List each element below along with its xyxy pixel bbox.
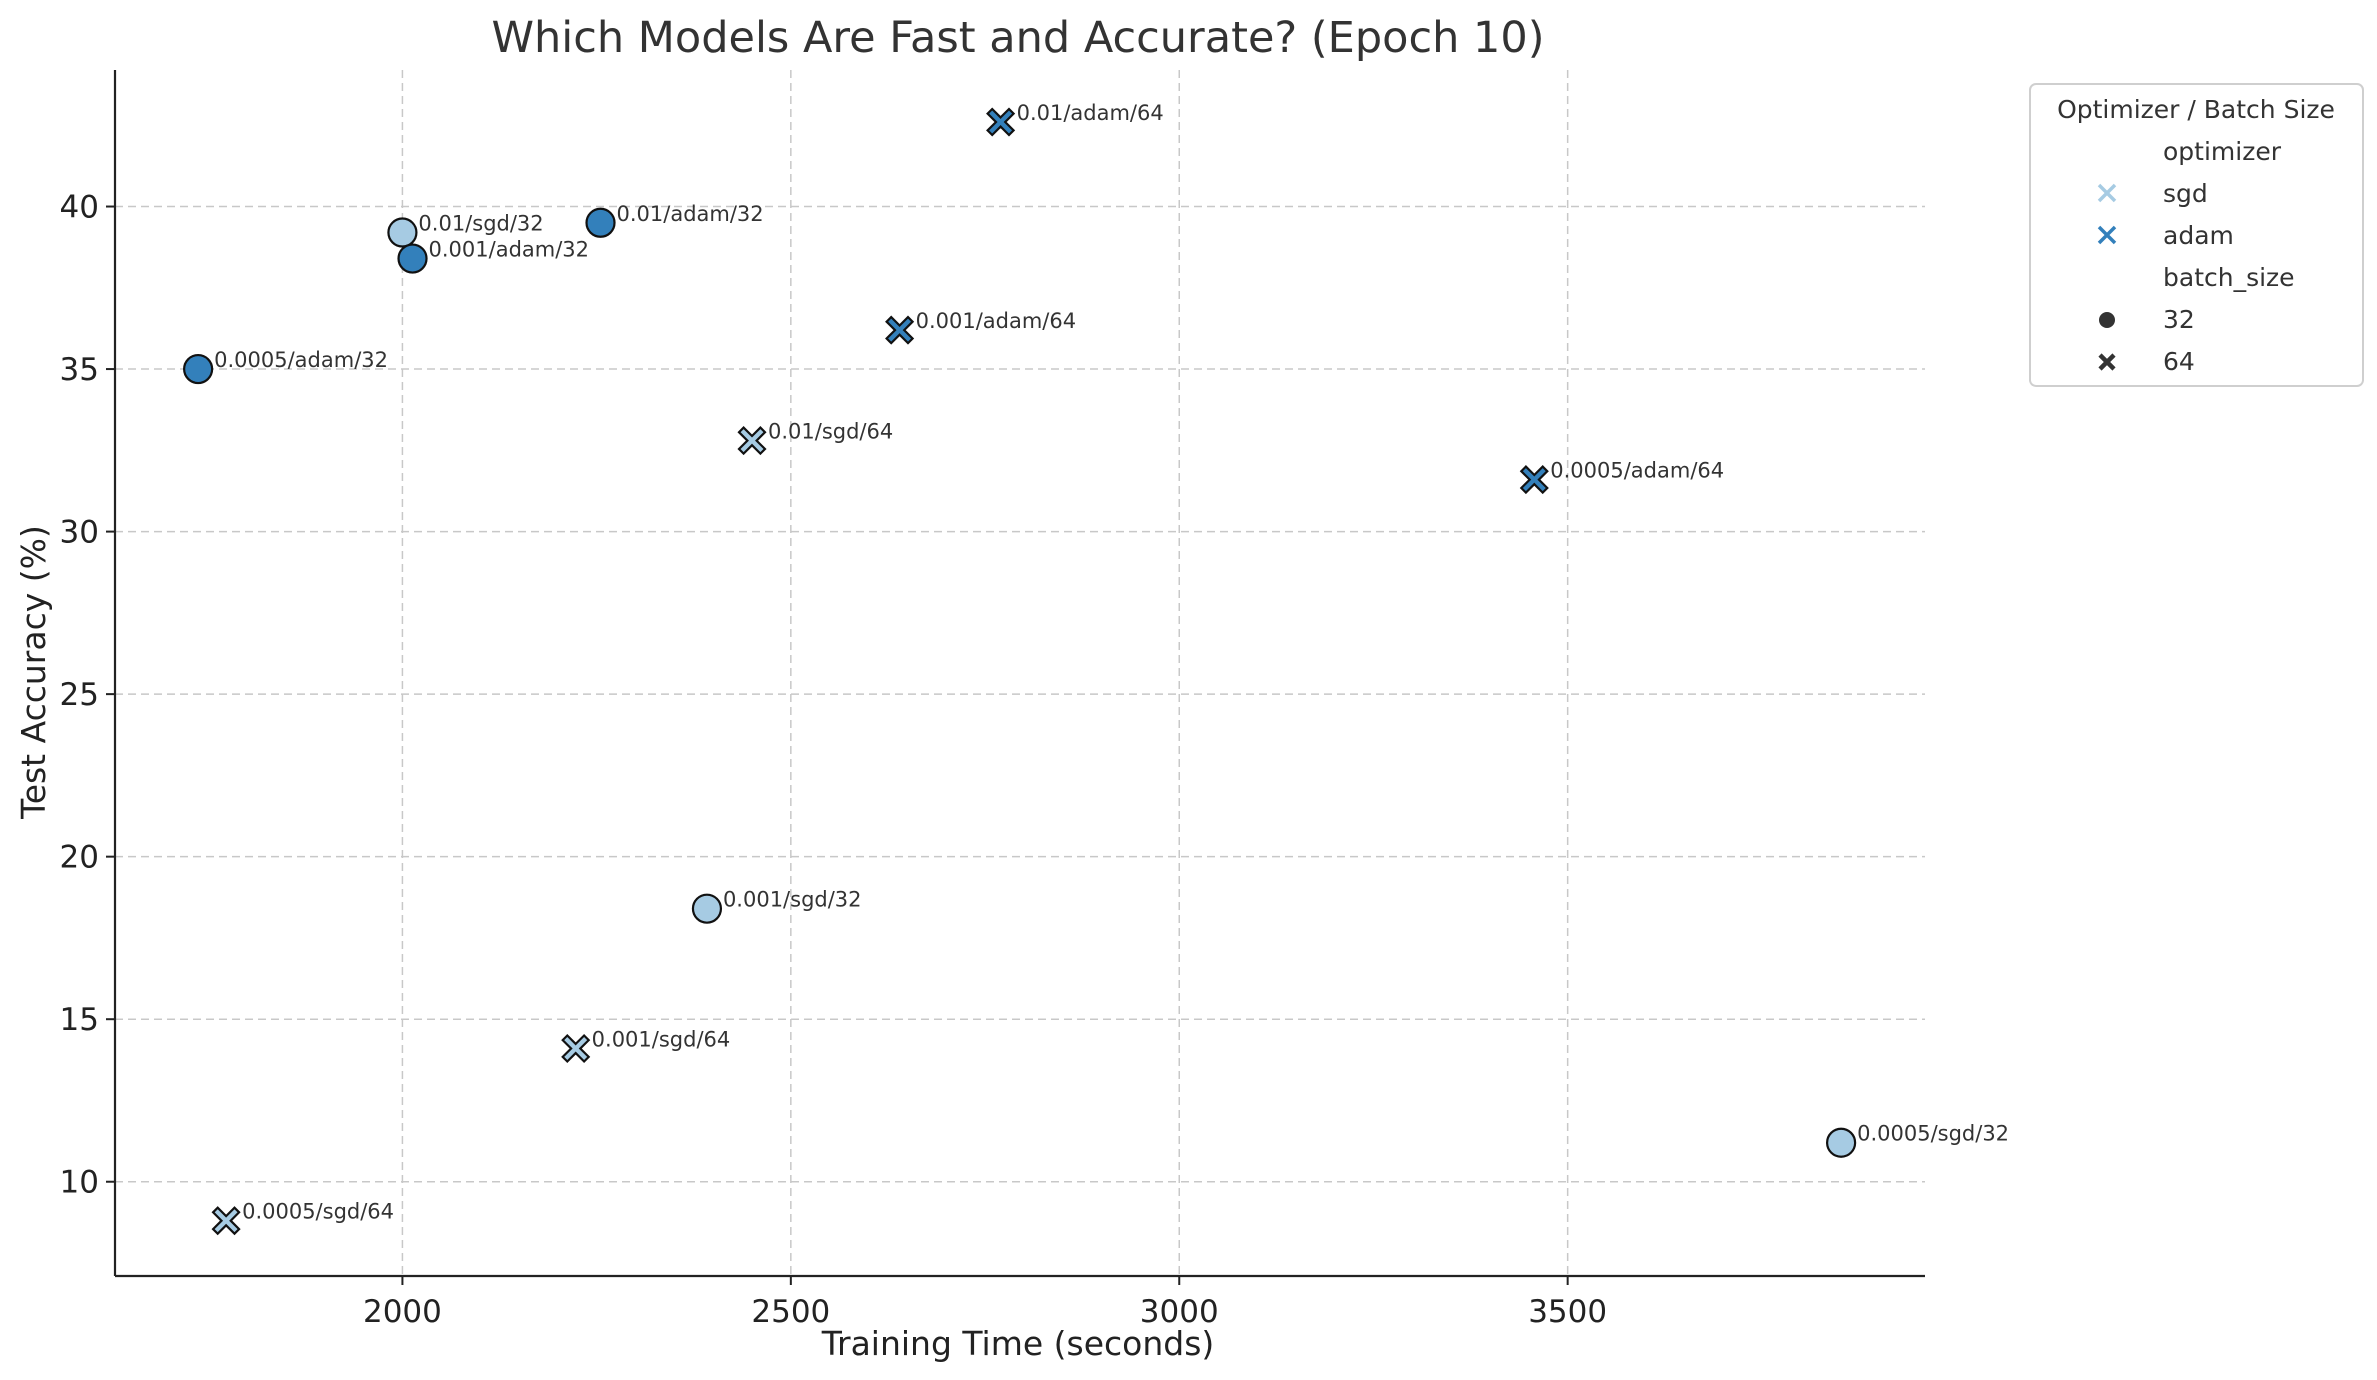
point-label: 0.01/adam/64	[1017, 101, 1164, 125]
y-tick-label: 35	[60, 352, 99, 388]
legend-hue-title: optimizer	[2163, 137, 2282, 166]
x-tick-label: 3000	[1140, 1294, 1219, 1330]
data-point-circle	[387, 217, 418, 248]
data-points	[183, 107, 1857, 1236]
y-tick-label: 30	[60, 515, 99, 551]
legend-box	[2029, 83, 2364, 387]
data-point-circle	[397, 243, 428, 274]
point-label: 0.0005/adam/32	[214, 348, 388, 372]
y-axis-title: Test Accuracy (%)	[14, 525, 53, 820]
x-axis-title: Training Time (seconds)	[821, 1324, 1215, 1363]
y-tick-label: 40	[60, 190, 99, 226]
y-tick-label: 20	[60, 840, 99, 876]
data-point-x	[986, 107, 1016, 137]
data-point-circle	[183, 353, 214, 385]
legend-style-title: batch_size	[2163, 263, 2295, 292]
legend-32-label: 32	[2163, 305, 2195, 334]
point-label: 0.0005/adam/64	[1550, 459, 1724, 483]
legend-adam-label: adam	[2163, 221, 2234, 250]
point-label: 0.001/sgd/32	[723, 888, 862, 912]
data-point-x	[885, 315, 915, 345]
legend-x-marker	[2098, 353, 2116, 371]
point-label: 0.0005/sgd/64	[242, 1200, 394, 1224]
legend-circle-marker	[2099, 312, 2115, 328]
point-labels: 0.01/adam/640.01/adam/320.01/sgd/320.001…	[214, 101, 2009, 1224]
axes: 2000 2500 3000 3500 10 15 20 25 30 35 40	[60, 70, 1925, 1330]
y-tick-label: 15	[60, 1002, 99, 1038]
point-label: 0.001/adam/64	[916, 309, 1077, 333]
data-point-x	[737, 426, 767, 456]
data-point-circle	[1826, 1127, 1857, 1158]
legend-sgd-marker	[2097, 183, 2117, 203]
grid	[115, 70, 1925, 1276]
legend-title: Optimizer / Batch Size	[2057, 95, 2335, 124]
x-tick-label: 3500	[1528, 1294, 1607, 1330]
data-point-circle	[691, 893, 723, 924]
x-tick-label: 2500	[751, 1294, 830, 1330]
point-label: 0.001/sgd/64	[592, 1027, 731, 1051]
legend-adam-marker	[2097, 225, 2117, 245]
point-label: 0.0005/sgd/32	[1857, 1122, 2009, 1146]
y-tick-label: 10	[60, 1165, 99, 1201]
data-point-x	[211, 1206, 241, 1236]
point-label: 0.001/adam/32	[429, 238, 590, 262]
chart-title: Which Models Are Fast and Accurate? (Epo…	[492, 13, 1545, 63]
data-point-x	[561, 1033, 591, 1064]
data-point-x	[1519, 465, 1549, 495]
legend-64-label: 64	[2163, 347, 2195, 376]
legend: Optimizer / Batch Size optimizer sgd ada…	[2029, 83, 2364, 387]
legend-sgd-label: sgd	[2163, 179, 2208, 208]
point-label: 0.01/sgd/32	[418, 212, 543, 236]
y-tick-label: 25	[60, 677, 99, 713]
point-label: 0.01/sgd/64	[768, 420, 893, 444]
x-tick-label: 2000	[363, 1294, 442, 1330]
point-label: 0.01/adam/32	[617, 202, 764, 226]
data-point-circle	[585, 207, 616, 238]
